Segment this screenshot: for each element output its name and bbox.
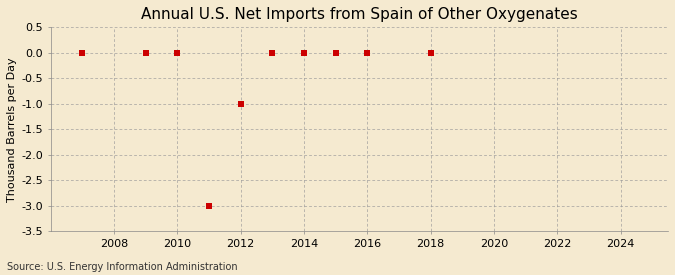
Text: Source: U.S. Energy Information Administration: Source: U.S. Energy Information Administ… — [7, 262, 238, 272]
Y-axis label: Thousand Barrels per Day: Thousand Barrels per Day — [7, 57, 17, 202]
Title: Annual U.S. Net Imports from Spain of Other Oxygenates: Annual U.S. Net Imports from Spain of Ot… — [141, 7, 578, 22]
